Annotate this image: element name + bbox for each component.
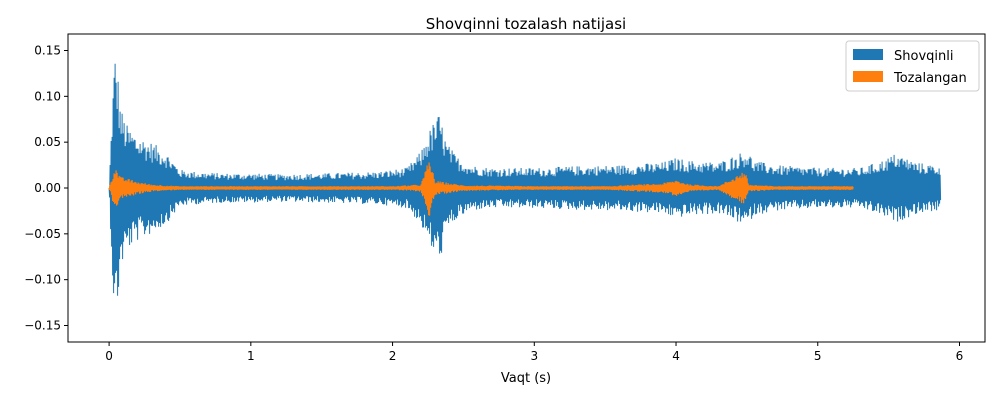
y-tick-label: 0.00: [34, 181, 61, 195]
y-tick-label: 0.10: [34, 89, 61, 103]
y-tick-label: −0.10: [24, 273, 61, 287]
legend-label-shovqinli: Shovqinli: [894, 49, 953, 64]
x-tick-label: 5: [814, 349, 822, 363]
x-tick-label: 4: [672, 349, 680, 363]
y-axis-ticks: 0.15 0.10 0.05 0.00 −0.05 −0.10 −0.15: [24, 44, 68, 333]
x-axis-ticks: 0 1 2 3 4 5 6: [105, 342, 963, 363]
y-tick-label: −0.15: [24, 319, 61, 333]
y-tick-label: −0.05: [24, 227, 61, 241]
y-tick-label: 0.05: [34, 135, 61, 149]
x-tick-label: 1: [247, 349, 255, 363]
x-tick-label: 6: [956, 349, 964, 363]
series-line-shovqinli: [108, 63, 942, 296]
series-layer: [108, 63, 942, 296]
x-axis-label: Vaqt (s): [501, 371, 551, 386]
legend-label-tozalangan: Tozalangan: [893, 71, 967, 86]
legend: Shovqinli Tozalangan: [845, 40, 980, 92]
chart-title: Shovqinni tozalash natijasi: [426, 15, 626, 33]
legend-swatch-shovqinli: [853, 49, 883, 60]
legend-swatch-tozalangan: [853, 71, 883, 82]
y-tick-label: 0.15: [34, 44, 61, 58]
x-tick-label: 3: [530, 349, 538, 363]
x-tick-label: 0: [105, 349, 113, 363]
x-tick-label: 2: [389, 349, 397, 363]
